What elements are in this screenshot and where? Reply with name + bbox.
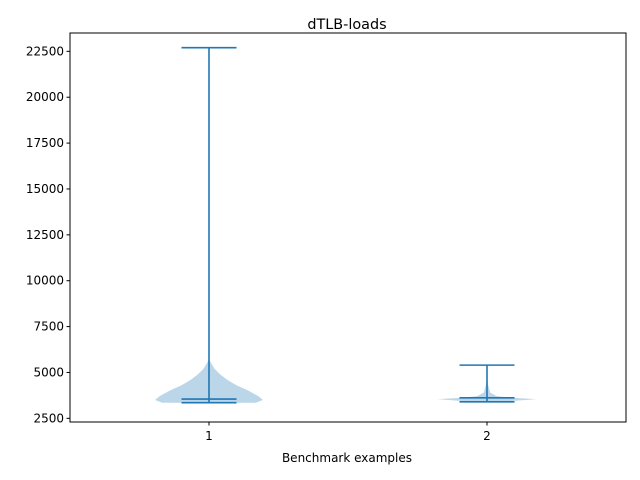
- x-tick-label: 1: [205, 429, 213, 443]
- y-tick-label: 5000: [33, 365, 64, 379]
- y-tick-label: 10000: [26, 274, 64, 288]
- y-tick-label: 15000: [26, 182, 64, 196]
- y-tick-label: 17500: [26, 136, 64, 150]
- y-tick-label: 2500: [33, 411, 64, 425]
- plot-area: [155, 46, 537, 404]
- y-tick-label: 20000: [26, 90, 64, 104]
- chart-title: dTLB-loads: [307, 17, 386, 33]
- plot-frame: [69, 32, 627, 423]
- x-axis-label: Benchmark examples: [282, 451, 412, 465]
- x-tick-label: 2: [483, 429, 491, 443]
- y-tick-label: 12500: [26, 228, 64, 242]
- y-tick-label: 22500: [26, 44, 64, 58]
- y-axis: 2500 5000 7500 10000 12500 15000 17500 20000 225…: [26, 44, 70, 425]
- y-tick-label: 7500: [33, 320, 64, 334]
